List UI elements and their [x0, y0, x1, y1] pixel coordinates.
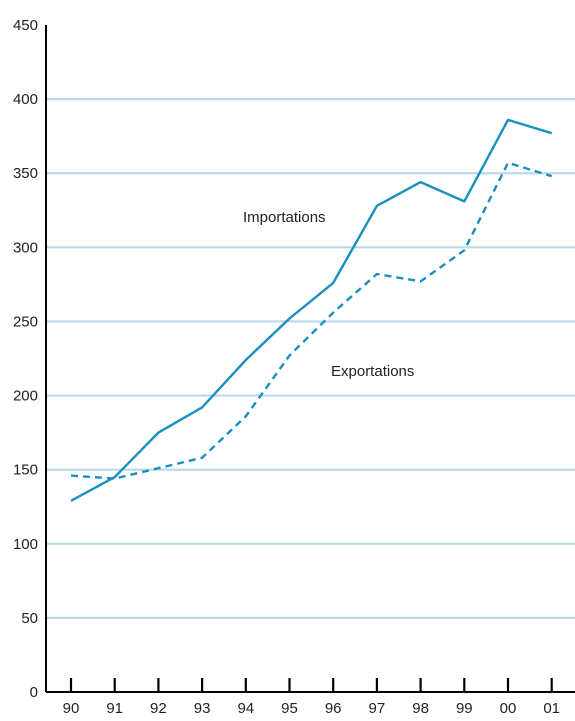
x-tick-label: 99 [456, 700, 473, 717]
y-tick-label: 100 [13, 536, 38, 553]
x-tick-label: 92 [150, 700, 167, 717]
series-label-exportations: Exportations [331, 363, 414, 380]
y-tick-label: 0 [30, 684, 38, 701]
y-tick-label: 300 [13, 239, 38, 256]
y-tick-label: 450 [13, 17, 38, 34]
x-ticks: 90 91 92 93 94 95 96 97 98 99 00 01 [63, 678, 560, 717]
x-tick-label: 98 [412, 700, 429, 717]
y-tick-labels: 0 50 100 150 200 250 300 350 400 450 [13, 17, 38, 701]
x-tick-label: 94 [237, 700, 254, 717]
series-label-importations: Importations [243, 209, 326, 226]
y-tick-label: 400 [13, 91, 38, 108]
x-tick-label: 90 [63, 700, 80, 717]
grid-lines [46, 98, 575, 619]
axes [45, 25, 575, 693]
x-tick-label: 97 [369, 700, 386, 717]
x-tick-label: 00 [500, 700, 517, 717]
x-tick-label: 96 [325, 700, 342, 717]
x-tick-label: 95 [281, 700, 298, 717]
y-tick-label: 200 [13, 388, 38, 405]
y-tick-label: 350 [13, 165, 38, 182]
y-tick-label: 150 [13, 462, 38, 479]
x-tick-label: 93 [194, 700, 211, 717]
y-tick-label: 50 [21, 610, 38, 627]
series-line-importations [70, 118, 553, 502]
y-tick-label: 250 [13, 313, 38, 330]
x-tick-label: 01 [543, 700, 560, 717]
series-lines [70, 118, 553, 502]
x-tick-label: 91 [106, 700, 123, 717]
